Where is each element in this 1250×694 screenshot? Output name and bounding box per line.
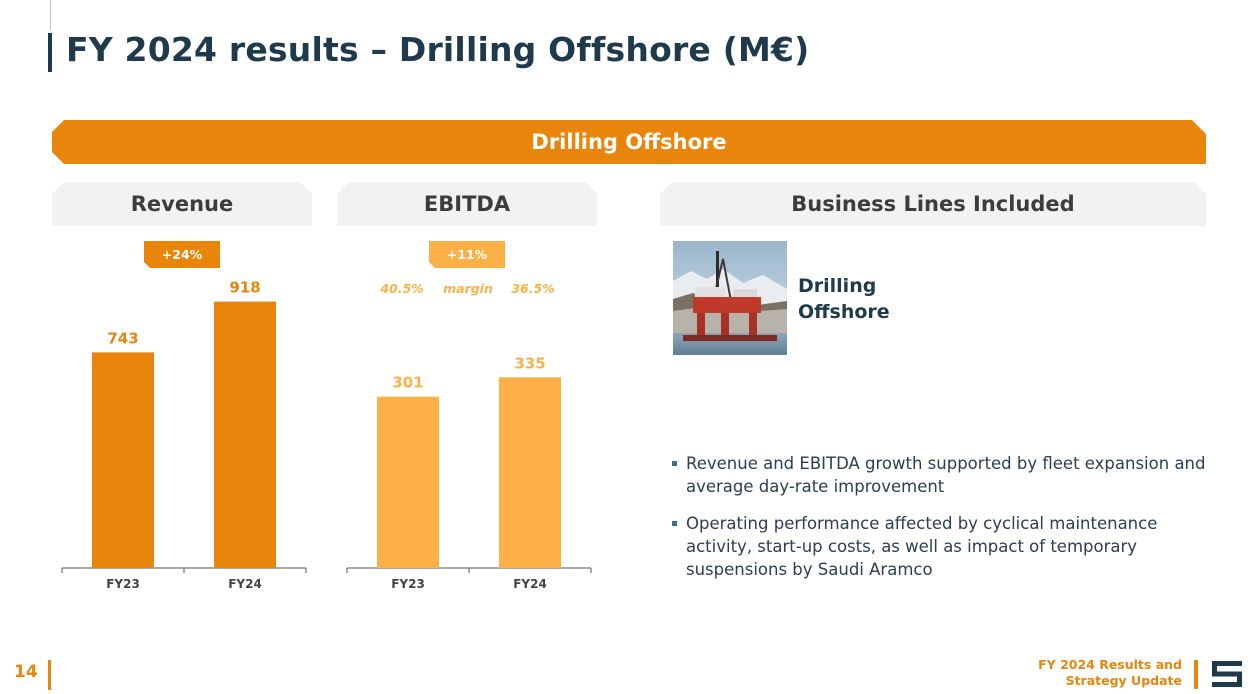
segment-banner: Drilling Offshore (52, 120, 1206, 164)
banner-label: Drilling Offshore (531, 130, 727, 154)
top-divider (50, 0, 51, 30)
footer-caption: FY 2024 Results and Strategy Update (1038, 657, 1182, 688)
ebitda-panel-label: EBITDA (423, 192, 511, 216)
page-number-accent-bar (48, 660, 51, 690)
x-tick-label: FY24 (513, 577, 547, 591)
margin-value-fy23: 40.5% (379, 281, 423, 296)
bar-value-label: 743 (107, 329, 138, 347)
title-accent-bar (48, 33, 52, 72)
growth-badge-label: +11% (447, 247, 488, 262)
drilling-rig-image (673, 241, 787, 355)
company-logo-icon (1212, 661, 1242, 687)
growth-badge-shape (144, 241, 220, 268)
revenue-chart: 743 FY23 918 FY24 +24% (61, 241, 307, 591)
x-tick-label: FY23 (391, 577, 425, 591)
commentary-item: Operating performance affected by cyclic… (672, 512, 1212, 581)
growth-badge: +24% (144, 241, 220, 268)
bullet-square-icon (672, 461, 677, 466)
bar-fy24 (499, 377, 561, 568)
margin-value-fy24: 36.5% (511, 281, 554, 296)
revenue-panel-label: Revenue (130, 192, 234, 216)
commentary-item: Revenue and EBITDA growth supported by f… (672, 452, 1212, 498)
margin-label: margin (443, 281, 493, 296)
bar-value-label: 918 (229, 279, 260, 297)
bullet-square-icon (672, 521, 677, 526)
bar-value-label: 335 (514, 354, 545, 372)
page-number: 14 (14, 662, 38, 682)
commentary-list: Revenue and EBITDA growth supported by f… (672, 452, 1212, 595)
page-title: FY 2024 results – Drilling Offshore (M€) (66, 30, 810, 69)
bar-fy23 (92, 352, 154, 568)
business-lines-panel-header: Business Lines Included (660, 182, 1206, 226)
x-tick-label: FY23 (106, 577, 140, 591)
bar-value-label: 301 (392, 374, 423, 392)
ebitda-chart: 301 FY23 335 FY24 +11% 40.5% margin 36.5% (346, 241, 592, 591)
x-tick-label: FY24 (228, 577, 262, 591)
footer-accent-bar (1194, 660, 1198, 689)
ebitda-panel-header: EBITDA (337, 182, 597, 226)
growth-badge: +11% (429, 241, 505, 268)
banner-shape (52, 120, 1206, 164)
revenue-panel-header: Revenue (52, 182, 312, 226)
business-lines-panel-label: Business Lines Included (791, 192, 1075, 216)
growth-badge-label: +24% (162, 247, 203, 262)
business-line-name: Drilling Offshore (798, 275, 890, 323)
bar-fy24 (214, 301, 276, 568)
growth-badge-shape (429, 241, 505, 268)
bar-fy23 (377, 396, 439, 568)
